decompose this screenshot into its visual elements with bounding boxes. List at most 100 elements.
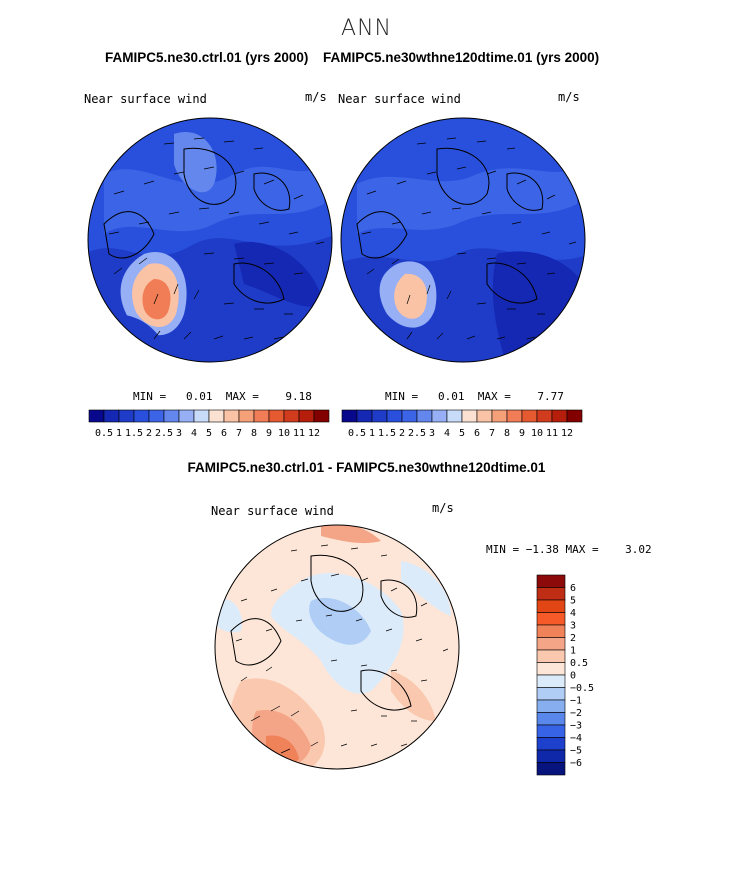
panel-1-minmax: MIN = 0.01 MAX = 9.18 [133, 390, 312, 403]
panel-2-colorbar-swatch [431, 409, 448, 423]
panel-1-colorbar-tick-label: 12 [308, 428, 320, 439]
panel-1-min-label: MIN = [133, 390, 167, 403]
panel-1-colorbar-swatch [163, 409, 180, 423]
panel-1-colorbar-swatch [238, 409, 255, 423]
panel-2-min-label: MIN = [385, 390, 419, 403]
panel-1-colorbar-tick-label: 8 [251, 428, 257, 439]
panel-2-colorbar-swatch [401, 409, 418, 423]
panel-2-colorbar-tick-label: 1.5 [378, 428, 396, 439]
difference-min-label: MIN = [486, 543, 520, 556]
difference-colorbar-tick-label: −3 [570, 721, 582, 732]
panel-1-colorbar-swatch [178, 409, 195, 423]
panel-1-variable: Near surface wind [84, 92, 207, 106]
panel-1-polar-map [87, 117, 333, 363]
panel-2-min-value: 0.01 [438, 390, 465, 403]
panel-2-colorbar-tick-label: 11 [546, 428, 558, 439]
panel-1-colorbar-tick-label: 2 [146, 428, 152, 439]
difference-colorbar-tick-label: 0.5 [570, 658, 588, 669]
difference-colorbar-swatch [536, 612, 566, 626]
difference-colorbar-tick-label: −2 [570, 708, 582, 719]
difference-variable: Near surface wind [211, 504, 334, 518]
panel-1-colorbar-swatch [88, 409, 105, 423]
panel-2-units: m/s [558, 90, 580, 104]
panel-2-colorbar-swatch [566, 409, 583, 423]
panel-1-colorbar-tick-label: 9 [266, 428, 272, 439]
difference-colorbar-swatch [536, 599, 566, 613]
panel-1-colorbar-tick-label: 1.5 [125, 428, 143, 439]
panel-1-colorbar-tick-label: 1 [116, 428, 122, 439]
panel-1-colorbar-tick-label: 5 [206, 428, 212, 439]
panel-2-colorbar-tick-label: 9 [519, 428, 525, 439]
panel-1-colorbar-tick-label: 4 [191, 428, 197, 439]
panel-1-max-label: MAX = [225, 390, 259, 403]
panel-1-colorbar-swatch [268, 409, 285, 423]
panel-2-colorbar-tick-label: 12 [561, 428, 573, 439]
difference-colorbar-tick-label: −1 [570, 696, 582, 707]
panel-1-colorbar-swatch [193, 409, 210, 423]
difference-colorbar-swatch [536, 574, 566, 588]
difference-colorbar: 6 54 32 10.5 0−0.5 −1−2 −3−4 −5−6 [536, 574, 594, 776]
panel-1-colorbar-tick-label: 6 [221, 428, 227, 439]
difference-max-label: MAX = [565, 543, 599, 556]
difference-polar-map [214, 524, 460, 770]
panel-2-colorbar-tick-label: 6 [474, 428, 480, 439]
panel-2-max-label: MAX = [477, 390, 511, 403]
panel-1-colorbar-swatch [103, 409, 120, 423]
panel-1-colorbar-swatch [313, 409, 330, 423]
panel-2-max-value: 7.77 [537, 390, 564, 403]
panel-1-colorbar-tick-label: 7 [236, 428, 242, 439]
page-title: ANN [341, 16, 392, 41]
panel-2-colorbar-swatch [461, 409, 478, 423]
panel-2-case-title: FAMIPC5.ne30wthne120dtime.01 (yrs 2000) [323, 50, 600, 65]
difference-colorbar-swatch [536, 724, 566, 738]
difference-colorbar-swatch [536, 687, 566, 701]
difference-colorbar-tick-label: −4 [570, 733, 582, 744]
difference-colorbar-swatch [536, 737, 566, 751]
panel-1-colorbar-swatch [148, 409, 165, 423]
panel-1-colorbar-swatch [298, 409, 315, 423]
difference-colorbar-swatch [536, 637, 566, 651]
difference-minmax: MIN = −1.38 MAX = 3.02 [486, 543, 652, 556]
panel-1-case-title: FAMIPC5.ne30.ctrl.01 (yrs 2000) [105, 50, 309, 65]
difference-colorbar-swatch [536, 712, 566, 726]
difference-colorbar-tick-label: 0 [570, 671, 576, 682]
difference-colorbar-swatch [536, 649, 566, 663]
panel-1-colorbar: 0.5 1 1.5 2 2.5 3 4 5 6 7 8 9 10 11 12 [88, 409, 330, 439]
difference-colorbar-tick-label: −5 [570, 746, 582, 757]
panel-2-colorbar-swatch [536, 409, 553, 423]
panel-2-colorbar-tick-label: 1 [369, 428, 375, 439]
difference-colorbar-swatch [536, 587, 566, 601]
panel-1-colorbar-swatch [223, 409, 240, 423]
difference-colorbar-tick-label: 5 [570, 596, 576, 607]
panel-2-colorbar-tick-label: 2.5 [408, 428, 426, 439]
panel-2-colorbar-swatch [551, 409, 568, 423]
panel-1-colorbar-swatch [283, 409, 300, 423]
panel-2-colorbar-swatch [476, 409, 493, 423]
panel-2-colorbar-swatch [491, 409, 508, 423]
difference-min-value: −1.38 [525, 543, 559, 556]
panel-2-colorbar-tick-label: 5 [459, 428, 465, 439]
panel-2-variable: Near surface wind [338, 92, 461, 106]
panel-1-max-value: 9.18 [285, 390, 312, 403]
difference-colorbar-tick-label: 3 [570, 621, 576, 632]
panel-2-colorbar-tick-label: 0.5 [348, 428, 366, 439]
difference-colorbar-swatch [536, 662, 566, 676]
panel-2-colorbar-swatch [416, 409, 433, 423]
panel-2-colorbar: 0.5 1 1.5 2 2.5 3 4 5 6 7 8 9 10 11 12 [341, 409, 583, 439]
difference-units: m/s [432, 501, 454, 515]
difference-max-value: 3.02 [625, 543, 652, 556]
difference-colorbar-tick-label: −0.5 [570, 683, 594, 694]
panel-1-colorbar-swatch [253, 409, 270, 423]
panel-1-colorbar-swatch [208, 409, 225, 423]
panel-2-colorbar-tick-label: 10 [531, 428, 543, 439]
panel-1-colorbar-tick-label: 2.5 [155, 428, 173, 439]
difference-colorbar-tick-label: 6 [570, 583, 576, 594]
panel-2-minmax: MIN = 0.01 MAX = 7.77 [385, 390, 564, 403]
difference-colorbar-swatch [536, 674, 566, 688]
panel-2-colorbar-swatch [356, 409, 373, 423]
panel-1-colorbar-swatch [133, 409, 150, 423]
panel-2-colorbar-tick-label: 4 [444, 428, 450, 439]
panel-1-min-value: 0.01 [186, 390, 213, 403]
panel-1-units: m/s [305, 90, 327, 104]
panel-2-wind-vectors [361, 137, 577, 340]
